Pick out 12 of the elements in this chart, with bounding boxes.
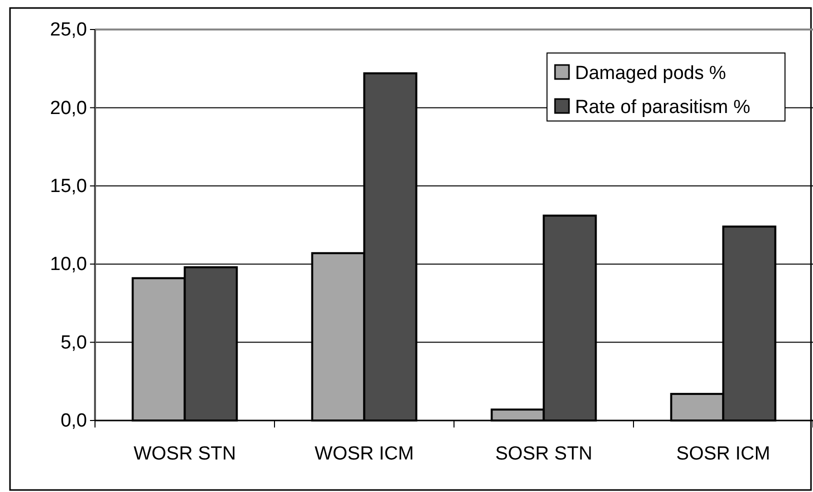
legend-label: Damaged pods % (575, 63, 726, 84)
y-tick-label: 25,0 (50, 20, 87, 41)
y-tick-label: 20,0 (50, 98, 87, 119)
x-tick-label: WOSR STN (134, 444, 236, 465)
y-tick-label: 10,0 (50, 254, 87, 276)
y-tick-label: 5,0 (60, 332, 87, 354)
x-tick-label: WOSR ICM (314, 444, 414, 465)
x-tick-label: SOSR STN (495, 444, 592, 465)
legend-label: Rate of parasitism % (575, 97, 750, 118)
y-tick-label: 15,0 (50, 176, 87, 197)
y-tick-label: 0,0 (60, 410, 87, 432)
x-tick-label: SOSR ICM (676, 444, 770, 465)
